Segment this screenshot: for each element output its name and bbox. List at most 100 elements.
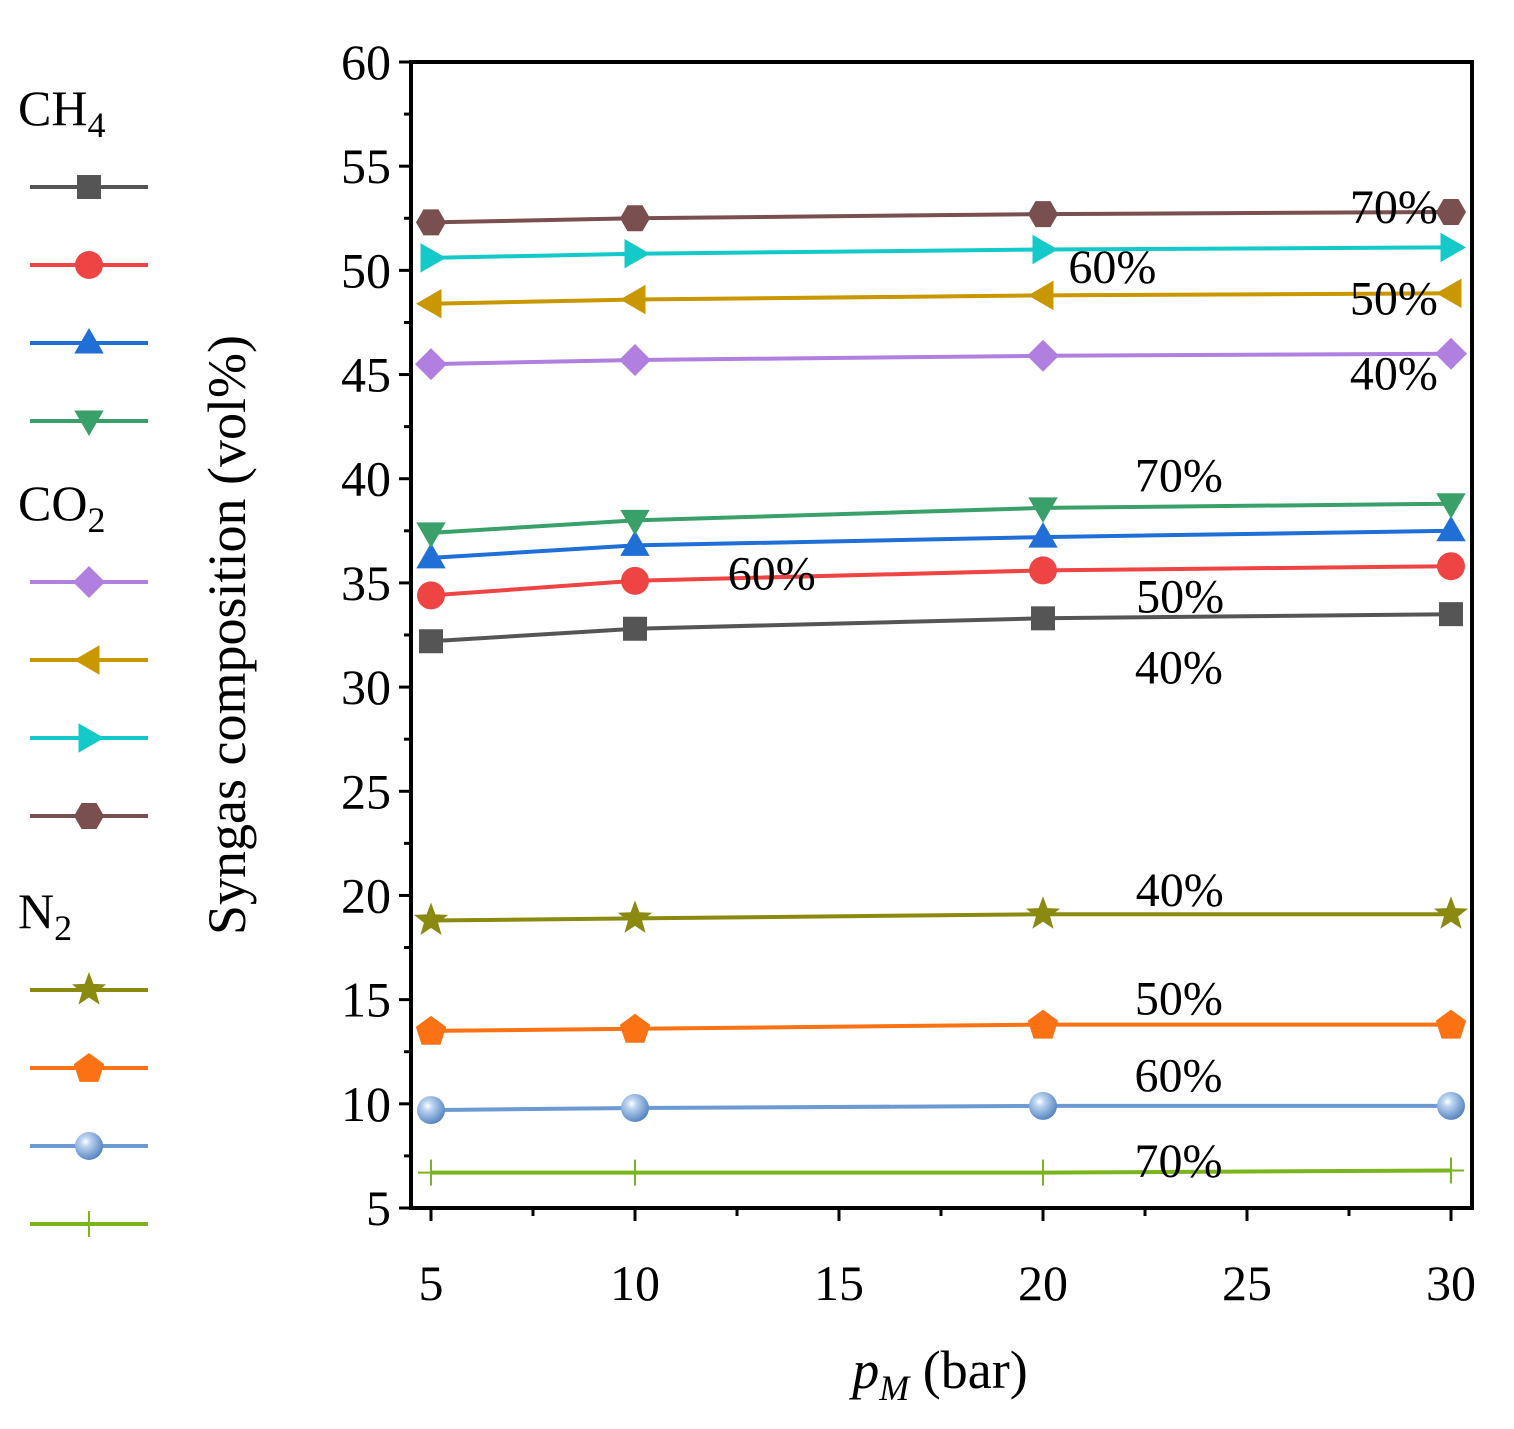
series-annotation: 40% bbox=[1136, 864, 1224, 917]
data-point bbox=[416, 289, 442, 319]
legend-group-label-main: CH bbox=[18, 80, 87, 136]
x-tick-label: 20 bbox=[1018, 1255, 1068, 1311]
legend-item bbox=[30, 803, 148, 829]
legend-item bbox=[30, 723, 148, 753]
series-annotation: 60% bbox=[1134, 1050, 1222, 1103]
series-line bbox=[430, 351, 1452, 367]
data-point bbox=[619, 1013, 651, 1043]
series-line bbox=[430, 612, 1452, 644]
y-tick-label: 5 bbox=[366, 1180, 391, 1236]
series-annotation: 50% bbox=[1350, 272, 1438, 325]
y-tick-label: 55 bbox=[341, 138, 391, 194]
data-point bbox=[1027, 1009, 1059, 1039]
data-point bbox=[1032, 234, 1058, 265]
data-point bbox=[617, 900, 653, 933]
data-point bbox=[1027, 339, 1059, 372]
data-point bbox=[622, 1159, 648, 1186]
data-point bbox=[415, 1015, 447, 1045]
legend-group-label-sub: 2 bbox=[87, 500, 105, 540]
data-point bbox=[417, 581, 445, 610]
data-point bbox=[413, 902, 449, 935]
data-point bbox=[620, 284, 646, 315]
data-point bbox=[1029, 556, 1057, 585]
x-tick-label: 5 bbox=[419, 1255, 444, 1311]
data-point bbox=[1028, 280, 1054, 311]
series-line bbox=[430, 912, 1451, 923]
data-point bbox=[420, 243, 446, 273]
series-n2-40pct bbox=[413, 896, 1469, 935]
data-point bbox=[1433, 896, 1469, 929]
legend-item bbox=[30, 1132, 148, 1160]
series-line bbox=[430, 528, 1452, 560]
series-co2-50pct bbox=[416, 278, 1462, 319]
legend-item bbox=[30, 251, 148, 279]
series-line bbox=[430, 210, 1452, 225]
series-annotation: 40% bbox=[1350, 347, 1438, 400]
legend-group-label: N2 bbox=[18, 883, 72, 948]
marker-triangle-down bbox=[74, 410, 104, 436]
legend-item bbox=[30, 1053, 148, 1082]
data-point bbox=[416, 542, 446, 569]
legend-item bbox=[30, 328, 148, 354]
y-tick-label: 50 bbox=[341, 242, 391, 298]
data-point bbox=[1440, 232, 1466, 263]
x-tick-label: 25 bbox=[1222, 1255, 1272, 1311]
data-point bbox=[1438, 1157, 1464, 1184]
series-line bbox=[430, 245, 1452, 260]
data-point bbox=[1028, 522, 1058, 548]
data-point bbox=[416, 522, 446, 548]
legend-item bbox=[30, 1211, 148, 1237]
data-point bbox=[620, 530, 650, 556]
data-point bbox=[624, 239, 650, 269]
series-ch4-50pct bbox=[417, 552, 1465, 610]
legend-item bbox=[30, 645, 148, 675]
data-point bbox=[1436, 515, 1466, 542]
data-point bbox=[1025, 896, 1061, 929]
legend-item bbox=[30, 566, 148, 598]
data-point bbox=[1028, 201, 1058, 228]
x-tick-label: 15 bbox=[814, 1255, 864, 1311]
marker-hexagon bbox=[74, 803, 104, 829]
marker-square bbox=[77, 175, 101, 199]
marker-sphere bbox=[75, 1132, 103, 1160]
x-axis-title-subscript: M bbox=[878, 1368, 911, 1408]
series-layer bbox=[413, 199, 1469, 1186]
data-point bbox=[1437, 552, 1465, 581]
data-point bbox=[620, 509, 650, 536]
data-point bbox=[621, 1093, 649, 1122]
series-co2-70pct bbox=[416, 199, 1466, 236]
y-tick-label: 40 bbox=[341, 451, 391, 507]
series-annotation: 40% bbox=[1135, 641, 1223, 694]
plot-frame bbox=[409, 60, 1474, 1210]
marker-star bbox=[71, 972, 107, 1005]
legend-group-label-sub: 4 bbox=[87, 105, 105, 145]
legend-item bbox=[30, 175, 148, 199]
series-line bbox=[430, 1022, 1451, 1033]
data-point bbox=[1436, 493, 1466, 519]
series-annotation: 50% bbox=[1136, 570, 1224, 623]
series-line bbox=[430, 501, 1452, 535]
series-n2-50pct bbox=[415, 1009, 1467, 1045]
data-point bbox=[620, 205, 650, 232]
x-axis-title: pM (bar) bbox=[848, 1340, 1027, 1408]
data-point bbox=[1437, 1091, 1465, 1120]
labels-layer: 40% 50% 60% 70% 40% 50% 60% 70% 40% 50% 60% 70% bbox=[728, 181, 1438, 1188]
legend-item bbox=[30, 972, 148, 1005]
series-annotation: 60% bbox=[1068, 241, 1156, 294]
series-line bbox=[430, 291, 1452, 306]
y-tick-label: 45 bbox=[341, 347, 391, 403]
data-point bbox=[416, 209, 446, 236]
y-tick-label: 60 bbox=[341, 34, 391, 90]
data-point bbox=[1031, 606, 1055, 631]
y-tick-label: 25 bbox=[341, 763, 391, 819]
x-axis-title-unit: (bar) bbox=[923, 1340, 1028, 1400]
series-annotation: 70% bbox=[1135, 450, 1223, 503]
data-point bbox=[623, 616, 647, 641]
marker-diamond bbox=[73, 566, 105, 598]
data-point bbox=[1435, 337, 1467, 370]
series-co2-40pct bbox=[415, 337, 1467, 381]
data-point bbox=[419, 629, 443, 654]
series-line bbox=[431, 1168, 1452, 1175]
marker-pentagon bbox=[73, 1053, 105, 1082]
